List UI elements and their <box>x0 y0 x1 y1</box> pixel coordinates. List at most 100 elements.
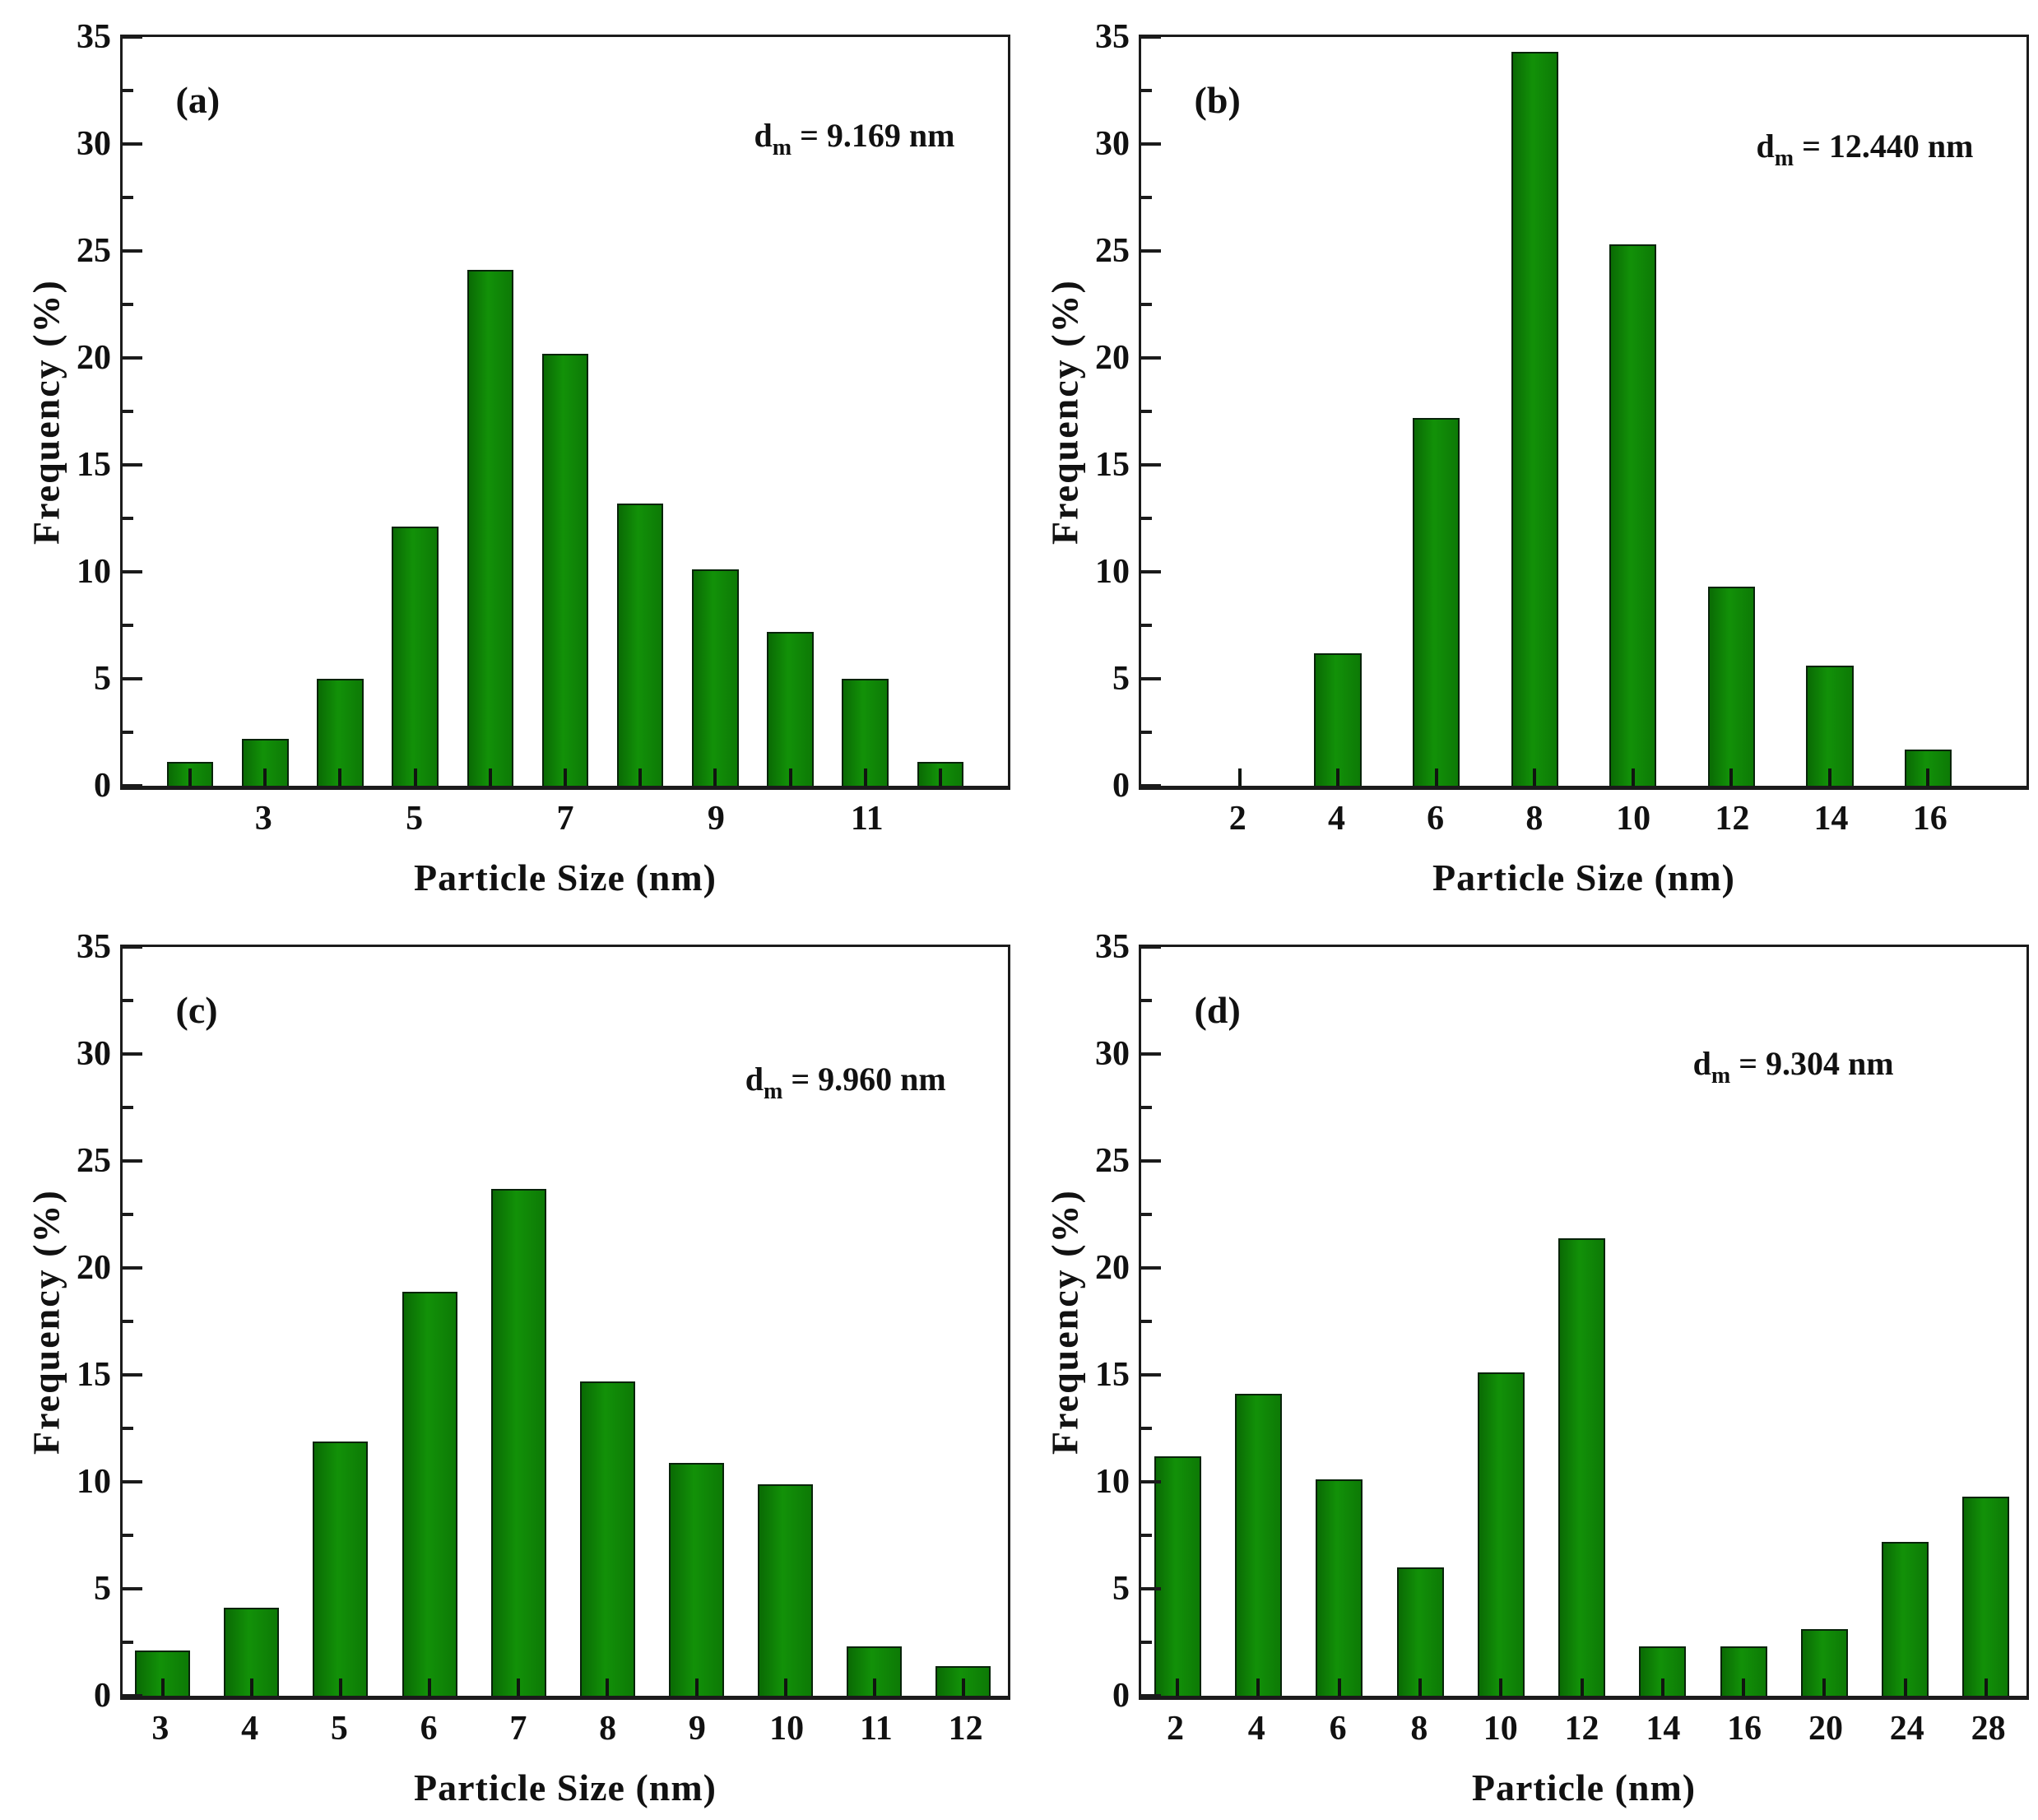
annotation-base: d <box>1692 1045 1711 1083</box>
x-tick <box>938 768 942 786</box>
x-tick-label: 8 <box>1410 1710 1428 1748</box>
y-tick-label: 5 <box>94 660 111 698</box>
y-major-tick <box>123 1587 142 1590</box>
x-tick-label: 10 <box>1616 800 1651 838</box>
bar <box>541 353 589 786</box>
x-tick <box>1827 768 1831 786</box>
y-minor-tick <box>123 89 133 92</box>
y-major-tick <box>123 784 142 787</box>
y-major-tick <box>123 945 142 949</box>
y-major-tick <box>1141 1480 1161 1483</box>
panel-label: (c) <box>175 989 218 1032</box>
y-major-tick <box>123 249 142 253</box>
x-tick-label: 4 <box>1327 800 1345 838</box>
x-tick-label: 3 <box>151 1710 169 1748</box>
y-tick-label: 10 <box>1095 1463 1130 1501</box>
y-tick-label: 15 <box>1095 1356 1130 1394</box>
plot-area: (d) dm = 9.304 nm 0 5 10 15 20 25 30 35 <box>1095 930 2029 1713</box>
x-axis-title: Particle Size (nm) <box>414 1767 717 1808</box>
y-major-tick <box>1141 1373 1161 1377</box>
y-major-tick <box>123 142 142 146</box>
x-tick-label: 11 <box>850 800 884 838</box>
annotation-subscript: m <box>772 134 792 160</box>
y-tick-label: 25 <box>1095 232 1130 270</box>
x-tick-label: 24 <box>1889 1710 1924 1748</box>
x-tick-label: 16 <box>1727 1710 1762 1748</box>
y-major-tick <box>123 1373 142 1377</box>
y-minor-tick <box>123 303 133 306</box>
y-tick-label: 25 <box>1095 1142 1130 1180</box>
bar <box>1609 244 1657 786</box>
x-tick <box>564 768 567 786</box>
x-tick <box>338 768 342 786</box>
y-major-tick <box>123 1159 142 1163</box>
x-axis-title: Particle Size (nm) <box>414 857 717 898</box>
x-tick <box>1903 1678 1907 1696</box>
y-minor-tick <box>123 1427 133 1430</box>
x-tick-label: 6 <box>420 1710 438 1748</box>
x-tick-label: 5 <box>406 800 424 838</box>
x-tick-label: 6 <box>1427 800 1445 838</box>
x-tick <box>606 1678 610 1696</box>
x-tick-label: 12 <box>1564 1710 1599 1748</box>
bar <box>1412 417 1460 786</box>
y-tick-label: 0 <box>94 767 111 805</box>
x-tick <box>1256 1678 1260 1696</box>
x-tick-label: 12 <box>948 1710 983 1748</box>
y-major-tick <box>1141 249 1161 253</box>
y-tick-label: 35 <box>77 18 111 56</box>
bar <box>1707 587 1755 786</box>
y-tick-label: 20 <box>1095 339 1130 377</box>
bar <box>668 1462 725 1696</box>
y-minor-tick <box>1141 1641 1152 1644</box>
x-tick <box>1580 1678 1584 1696</box>
x-tick <box>638 768 643 786</box>
x-tick <box>788 768 792 786</box>
x-tick <box>1418 1678 1422 1696</box>
bar <box>1962 1497 2010 1696</box>
annotation-subscript: m <box>764 1078 783 1104</box>
y-major-tick <box>1141 142 1161 146</box>
y-tick-label: 25 <box>77 232 111 270</box>
annotation-value: = 12.440 nm <box>1802 128 1974 165</box>
x-tick-label: 2 <box>1228 800 1246 838</box>
y-major-tick <box>1141 463 1161 467</box>
y-major-tick <box>1141 677 1161 680</box>
x-tick <box>1984 1678 1988 1696</box>
y-tick-label: 25 <box>77 1142 111 1180</box>
y-tick-label: 15 <box>1095 446 1130 484</box>
bar <box>402 1291 457 1696</box>
y-minor-tick <box>123 999 133 1002</box>
x-tick-label: 3 <box>254 800 272 838</box>
y-minor-tick <box>1141 1213 1152 1216</box>
x-tick-label: 28 <box>1971 1710 2006 1748</box>
x-tick <box>338 1678 342 1696</box>
y-tick-label: 35 <box>1095 18 1130 56</box>
y-tick-label: 10 <box>77 553 111 591</box>
mean-diameter-annotation: dm = 12.440 nm <box>1757 127 1974 169</box>
annotation-base: d <box>745 1060 764 1098</box>
annotation-subscript: m <box>1774 145 1794 171</box>
y-tick-label: 10 <box>1095 553 1130 591</box>
x-tick <box>249 1678 253 1696</box>
y-minor-tick <box>1141 1320 1152 1323</box>
y-tick-label: 0 <box>94 1677 111 1715</box>
bar <box>1396 1567 1444 1696</box>
y-major-tick <box>123 1694 142 1697</box>
x-tick-label: 10 <box>769 1710 805 1748</box>
bar <box>1882 1541 1929 1696</box>
y-minor-tick <box>123 731 133 734</box>
bar <box>1234 1394 1282 1696</box>
y-tick-label: 20 <box>77 339 111 377</box>
y-tick-label: 35 <box>1095 928 1130 966</box>
y-major-tick <box>1141 1159 1161 1163</box>
annotation-value: = 9.169 nm <box>800 116 955 154</box>
bar <box>1558 1237 1606 1696</box>
x-tick <box>1499 1678 1503 1696</box>
y-minor-tick <box>1141 1106 1152 1109</box>
y-major-tick <box>123 677 142 680</box>
x-tick <box>428 1678 432 1696</box>
y-minor-tick <box>1141 624 1152 627</box>
y-minor-tick <box>1141 1534 1152 1537</box>
